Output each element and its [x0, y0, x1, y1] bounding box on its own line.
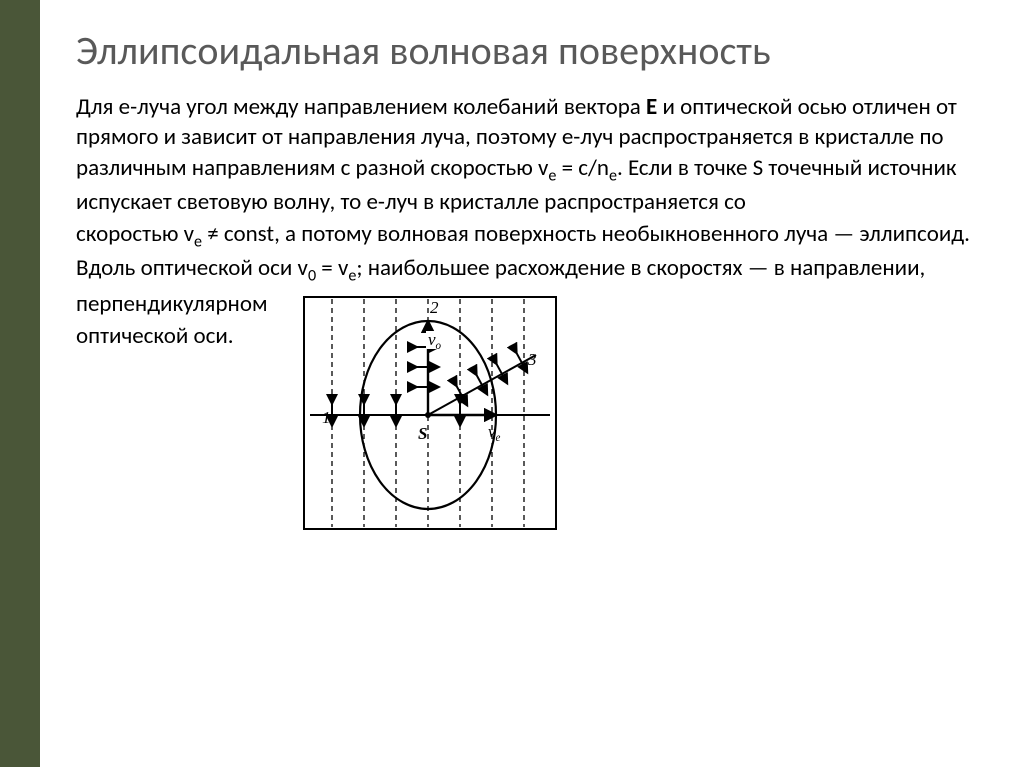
- slide-content: Эллипсоидальная волновая поверхность Для…: [40, 0, 1024, 767]
- p2-a: скоростью v: [76, 220, 194, 248]
- svg-text:3: 3: [527, 350, 537, 369]
- paragraph-3: перпендикулярном: [76, 289, 268, 319]
- paragraph-1: Для е-луча угол между направлением колеб…: [76, 92, 988, 217]
- p2-d: ; наибольшее расхождение в скоростях — в…: [356, 254, 925, 282]
- diagram-svg: 123voveS: [300, 293, 560, 533]
- body-text: Для е-луча угол между направлением колеб…: [76, 92, 988, 533]
- p2-sub2: 0: [308, 266, 316, 285]
- svg-text:S: S: [418, 424, 427, 443]
- side-accent-bar: [0, 0, 40, 767]
- p2-c: = v: [316, 254, 348, 282]
- paragraph-2: скоростью vе ≠ const, а потому волновая …: [76, 219, 988, 287]
- p1-bold: Е: [646, 93, 657, 121]
- p1-a: Для е-луча угол между направлением колеб…: [76, 93, 646, 121]
- svg-text:2: 2: [430, 298, 439, 317]
- ellipsoid-diagram: 123voveS: [300, 293, 560, 533]
- p1-c: = с/n: [556, 154, 609, 182]
- slide-title: Эллипсоидальная волновая поверхность: [76, 28, 988, 74]
- paragraph-4: оптической оси.: [76, 321, 268, 351]
- p2-sub1: е: [194, 233, 202, 252]
- svg-text:1: 1: [322, 408, 331, 427]
- p1-sub2: е: [609, 166, 617, 185]
